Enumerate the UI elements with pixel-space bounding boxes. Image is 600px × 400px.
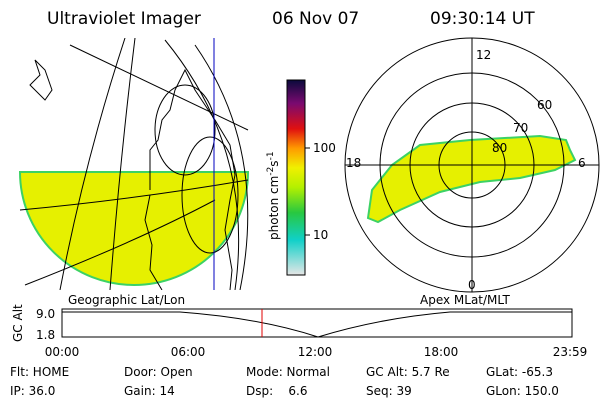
- status-field: Seq: 39: [366, 384, 412, 398]
- time: 09:30:14 UT: [430, 9, 535, 29]
- colorbar: [286, 79, 306, 276]
- status-field: Dsp: 6.6: [246, 384, 308, 398]
- colorbar-label: photon cm-2s-1: [266, 151, 281, 240]
- status-field: GLat: -65.3: [486, 365, 553, 379]
- altitude-xtick: 00:00: [45, 345, 80, 359]
- mlt-label: 0: [468, 278, 476, 292]
- colorbar-tick-label: 100: [313, 141, 336, 155]
- mlat-label: 80: [492, 141, 507, 155]
- footer: Flt: HOME Door: Open Mode: Normal GC Alt: 5…: [10, 365, 559, 398]
- colorbar-tick-label: 10: [313, 228, 328, 242]
- left-map-label: Geographic Lat/Lon: [68, 293, 185, 307]
- status-field: Door: Open: [124, 365, 193, 379]
- mlt-label: 12: [476, 48, 491, 62]
- altitude-xtick: 18:00: [424, 345, 459, 359]
- altitude-xtick: 23:59: [553, 345, 588, 359]
- mlat-label: 60: [537, 98, 552, 112]
- mlat-label: 70: [513, 121, 528, 135]
- mlt-label: 18: [346, 156, 361, 170]
- altitude-ylabel: GC Alt: [11, 304, 25, 342]
- status-field: Flt: HOME: [10, 365, 69, 379]
- altitude-ytick: 1.8: [36, 328, 55, 342]
- status-field: Gain: 14: [124, 384, 175, 398]
- status-field: Mode: Normal: [246, 365, 330, 379]
- status-field: GC Alt: 5.7 Re: [366, 365, 450, 379]
- altitude-xtick: 06:00: [171, 345, 206, 359]
- mlt-label: 6: [578, 156, 586, 170]
- altitude-xticks: 00:00 06:00 12:00 18:00 23:59: [45, 345, 588, 359]
- instrument-title: Ultraviolet Imager: [47, 9, 201, 29]
- status-field: GLon: 150.0: [486, 384, 559, 398]
- altitude-xtick: 12:00: [298, 345, 333, 359]
- geographic-map: [18, 38, 250, 290]
- altitude-ytick: 9.0: [36, 307, 55, 321]
- altitude-curve: [62, 311, 572, 338]
- right-map-label: Apex MLat/MLT: [420, 293, 510, 307]
- date: 06 Nov 07: [272, 9, 359, 29]
- polar-map: [344, 37, 600, 293]
- status-field: IP: 36.0: [10, 384, 55, 398]
